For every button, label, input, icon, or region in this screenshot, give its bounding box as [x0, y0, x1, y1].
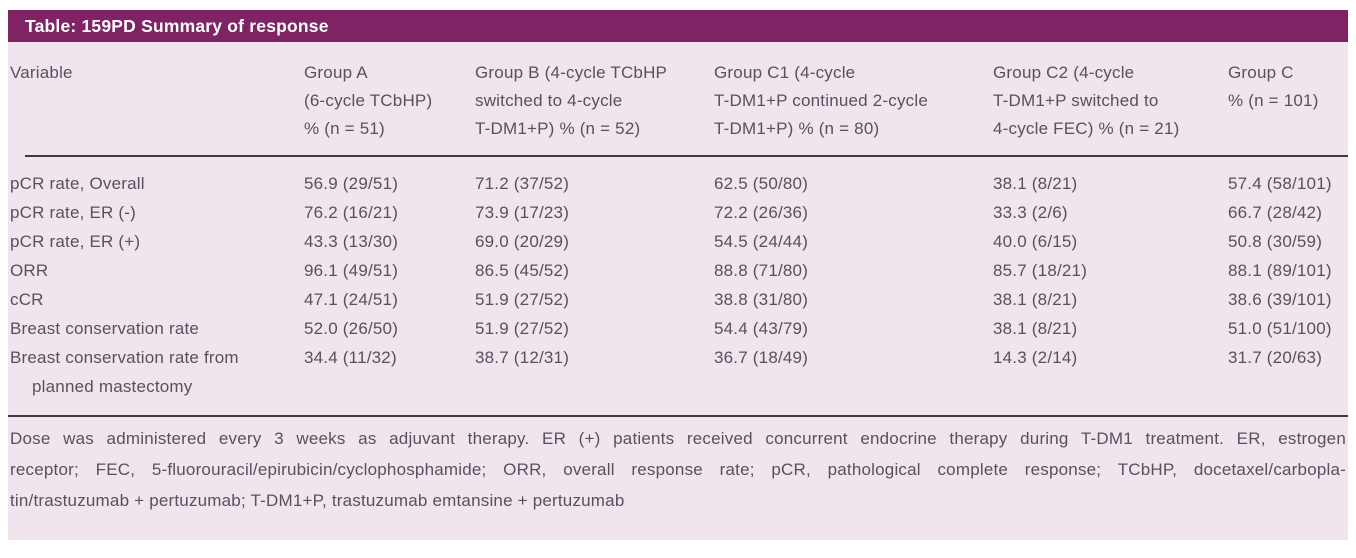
value-group-c1: 54.4 (43/79)	[714, 319, 809, 338]
value-group-c2: 38.1 (8/21)	[993, 174, 1078, 193]
row-variable: pCR rate, ER (+)	[10, 232, 141, 251]
value-group-c1: 88.8 (71/80)	[714, 261, 809, 280]
value-group-c: 38.6 (39/101)	[1228, 290, 1332, 309]
header-line: Group B (4-cycle TCbHP	[475, 63, 668, 82]
header-line: (6-cycle TCbHP)	[304, 91, 433, 110]
value-group-b: 51.9 (27/52)	[475, 319, 570, 338]
header-line: % (n = 101)	[1228, 91, 1319, 110]
value-group-b: 38.7 (12/31)	[475, 348, 570, 367]
col-header-group-b: Group B (4-cycle TCbHP switched to 4-cyc…	[473, 59, 712, 155]
value-group-c1: 72.2 (26/36)	[714, 203, 809, 222]
footnote-divider	[8, 415, 1348, 417]
value-group-c2: 38.1 (8/21)	[993, 319, 1078, 338]
value-group-c1: 36.7 (18/49)	[714, 348, 809, 367]
header-line: 4-cycle FEC) % (n = 21)	[993, 119, 1180, 138]
header-line: % (n = 51)	[304, 119, 385, 138]
header-line: Group C2 (4-cycle	[993, 63, 1135, 82]
col-header-group-c1: Group C1 (4-cycle T-DM1+P continued 2-cy…	[712, 59, 991, 155]
value-group-c: 50.8 (30/59)	[1228, 232, 1323, 251]
row-variable-line1: Breast conservation rate from	[10, 348, 239, 367]
value-group-c1: 38.8 (31/80)	[714, 290, 809, 309]
footnote-line: tin/trastuzumab + pertuzumab; T-DM1+P, t…	[10, 491, 625, 510]
row-variable-line2: planned mastectomy	[32, 377, 193, 396]
col-header-group-c: Group C % (n = 101)	[1226, 59, 1348, 155]
value-group-a: 43.3 (13/30)	[304, 232, 399, 251]
header-line: Group A	[304, 63, 368, 82]
table-row: ORR 96.1 (49/51) 86.5 (45/52) 88.8 (71/8…	[8, 256, 1348, 285]
table-row: pCR rate, ER (-) 76.2 (16/21) 73.9 (17/2…	[8, 198, 1348, 227]
row-variable: ORR	[10, 261, 49, 280]
value-group-c: 51.0 (51/100)	[1228, 319, 1332, 338]
response-summary-table: Table: 159PD Summary of response Variabl…	[8, 10, 1348, 540]
value-group-a: 34.4 (11/32)	[304, 348, 397, 367]
header-line: Group C	[1228, 63, 1294, 82]
table-body: pCR rate, Overall 56.9 (29/51) 71.2 (37/…	[8, 157, 1348, 415]
row-variable: Breast conservation rate from planned ma…	[8, 343, 302, 401]
value-group-a: 47.1 (24/51)	[304, 290, 399, 309]
header-line: T-DM1+P) % (n = 80)	[714, 119, 880, 138]
value-group-c2: 38.1 (8/21)	[993, 290, 1078, 309]
col-header-variable: Variable	[8, 59, 302, 155]
col-header-group-c2: Group C2 (4-cycle T-DM1+P switched to 4-…	[991, 59, 1226, 155]
value-group-c: 66.7 (28/42)	[1228, 203, 1323, 222]
header-line: T-DM1+P switched to	[993, 91, 1159, 110]
footnote-line: receptor; FEC, 5-fluorouracil/epirubicin…	[10, 460, 1346, 479]
table-header-row: Variable Group A (6-cycle TCbHP) % (n = …	[8, 42, 1348, 155]
value-group-c2: 14.3 (2/14)	[993, 348, 1078, 367]
table-row: Breast conservation rate 52.0 (26/50) 51…	[8, 314, 1348, 343]
row-variable: pCR rate, Overall	[10, 174, 145, 193]
value-group-a: 76.2 (16/21)	[304, 203, 399, 222]
header-line: T-DM1+P continued 2-cycle	[714, 91, 928, 110]
table-row: Breast conservation rate from planned ma…	[8, 343, 1348, 401]
table-row: pCR rate, ER (+) 43.3 (13/30) 69.0 (20/2…	[8, 227, 1348, 256]
value-group-c1: 62.5 (50/80)	[714, 174, 809, 193]
value-group-c: 31.7 (20/63)	[1228, 348, 1323, 367]
header-divider	[25, 155, 1348, 157]
value-group-a: 96.1 (49/51)	[304, 261, 399, 280]
header-line: Group C1 (4-cycle	[714, 63, 856, 82]
value-group-c1: 54.5 (24/44)	[714, 232, 809, 251]
value-group-b: 86.5 (45/52)	[475, 261, 570, 280]
value-group-b: 71.2 (37/52)	[475, 174, 570, 193]
table-footnote: Dose was administered every 3 weeks as a…	[8, 417, 1348, 516]
value-group-c: 88.1 (89/101)	[1228, 261, 1332, 280]
footnote-line: Dose was administered every 3 weeks as a…	[10, 429, 1346, 448]
value-group-b: 69.0 (20/29)	[475, 232, 570, 251]
value-group-a: 56.9 (29/51)	[304, 174, 399, 193]
row-variable: pCR rate, ER (-)	[10, 203, 136, 222]
value-group-c2: 85.7 (18/21)	[993, 261, 1088, 280]
row-variable: cCR	[10, 290, 44, 309]
value-group-c2: 40.0 (6/15)	[993, 232, 1078, 251]
value-group-c2: 33.3 (2/6)	[993, 203, 1068, 222]
value-group-c: 57.4 (58/101)	[1228, 174, 1332, 193]
value-group-b: 73.9 (17/23)	[475, 203, 570, 222]
table-title: Table: 159PD Summary of response	[25, 16, 329, 36]
value-group-a: 52.0 (26/50)	[304, 319, 399, 338]
table-row: pCR rate, Overall 56.9 (29/51) 71.2 (37/…	[8, 169, 1348, 198]
header-line: switched to 4-cycle	[475, 91, 623, 110]
col-header-group-a: Group A (6-cycle TCbHP) % (n = 51)	[302, 59, 473, 155]
table-row: cCR 47.1 (24/51) 51.9 (27/52) 38.8 (31/8…	[8, 285, 1348, 314]
header-line: T-DM1+P) % (n = 52)	[475, 119, 641, 138]
value-group-b: 51.9 (27/52)	[475, 290, 570, 309]
table-title-bar: Table: 159PD Summary of response	[8, 10, 1348, 42]
row-variable: Breast conservation rate	[10, 319, 200, 338]
header-line: Variable	[10, 63, 73, 82]
